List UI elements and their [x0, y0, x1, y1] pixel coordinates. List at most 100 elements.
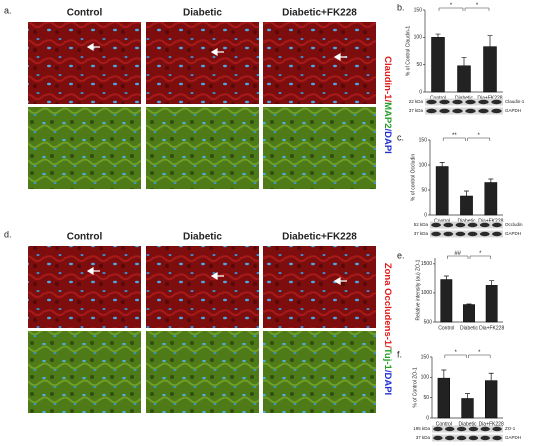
error-bar: [464, 190, 469, 196]
significance-bracket: [467, 137, 491, 141]
column-header: Diabetic: [183, 232, 222, 243]
blot-protein: GAPDH: [505, 435, 521, 440]
y-axis-label: % of Control ZO-1: [412, 367, 418, 408]
blot-band: [479, 222, 490, 228]
significance-bracket: [444, 354, 467, 358]
column-header: Control: [67, 232, 103, 243]
micrograph: [263, 331, 376, 413]
column-header: Diabetic: [183, 8, 222, 19]
significance-bracket: [469, 255, 491, 259]
blot-band: [452, 108, 463, 114]
y-axis-label: % of Control Claudin-1: [405, 26, 411, 77]
blot-size: 52 kDa: [414, 222, 429, 227]
blot-band: [478, 99, 489, 105]
blot-band: [426, 108, 437, 114]
stain-part: /DAPI: [382, 370, 393, 395]
y-tick-label: 150: [414, 7, 423, 13]
bar: [485, 380, 498, 419]
micrograph: [28, 246, 141, 328]
panel-label: c.: [397, 132, 404, 142]
error-bar: [487, 35, 493, 47]
y-tick-label: 0: [424, 212, 427, 218]
significance-bracket: [468, 354, 491, 358]
x-tick-label: Diabetic: [460, 325, 479, 331]
blot-size: 22 kDa: [409, 99, 424, 104]
x-tick-label: Diabetic: [458, 421, 477, 427]
blot-band: [491, 108, 502, 114]
y-tick-label: 150: [419, 137, 428, 143]
blot-band: [480, 426, 490, 432]
stain-part: Zona Occludens-1: [382, 263, 393, 346]
error-bar: [441, 369, 447, 379]
blot-size: 195 kDa: [413, 426, 430, 431]
blot-band: [431, 231, 441, 237]
stain-label: Claudin-1/MAP2/DAPI: [382, 56, 393, 154]
significance-label: **: [452, 133, 457, 139]
bar: [463, 304, 475, 323]
blot-band: [467, 231, 478, 237]
error-bar: [488, 178, 494, 183]
y-tick-label: 50: [416, 62, 422, 68]
blot-protein: GAPDH: [505, 231, 521, 236]
error-bar: [439, 162, 445, 167]
blot-band: [492, 435, 502, 441]
arrow: [333, 276, 347, 286]
significance-label: *: [476, 3, 479, 9]
stain-part: MAP2: [382, 102, 393, 128]
x-tick-label: Control: [434, 218, 450, 224]
blot-protein: ZO-1: [505, 426, 516, 431]
blot-band: [465, 99, 476, 105]
stain-part: Claudin-1: [382, 56, 393, 100]
y-tick-label: 1500: [421, 261, 432, 267]
bar: [457, 65, 471, 93]
blot-strip: [430, 230, 503, 238]
micrograph: [263, 246, 376, 328]
micrograph: [146, 22, 259, 104]
x-tick-label: Dia+FK228: [478, 218, 503, 224]
significance-bracket: [438, 7, 464, 11]
blot-band: [456, 435, 467, 441]
x-tick-label: Dia+FK228: [477, 95, 502, 101]
y-tick-label: 100: [414, 35, 423, 41]
arrow: [86, 42, 100, 52]
y-tick-label: 0: [426, 415, 429, 421]
bar: [435, 166, 449, 216]
blot-band: [443, 222, 454, 228]
bar: [440, 279, 453, 323]
blot-size: 37 kDa: [409, 108, 424, 113]
micrograph: [146, 331, 259, 413]
micrograph: [146, 246, 259, 328]
blot-protein: Claudin-1: [505, 99, 525, 104]
micrograph: [28, 22, 141, 104]
arrow: [210, 47, 224, 57]
arrow: [333, 52, 347, 62]
x-tick-label: Diabetic: [457, 218, 476, 224]
blot-band: [452, 99, 463, 105]
blot-band: [445, 426, 455, 432]
blot-band: [479, 231, 490, 237]
x-tick-label: Control: [438, 325, 454, 331]
error-bar: [461, 57, 467, 66]
y-tick-label: 0: [419, 89, 422, 95]
y-tick-label: 500: [424, 319, 433, 325]
blot-band: [443, 231, 454, 237]
error-bar: [466, 303, 472, 305]
arrow: [210, 271, 224, 281]
bar: [485, 285, 498, 323]
x-tick-label: Dia+FK228: [479, 421, 504, 427]
micrograph: [263, 22, 376, 104]
blot-strip: [425, 98, 503, 106]
micrograph: [146, 107, 259, 189]
x-tick-label: Control: [430, 95, 446, 101]
stain-part: /: [382, 99, 393, 102]
significance-bracket: [464, 7, 490, 11]
blot-size: 37 kDa: [416, 435, 431, 440]
blot-band: [468, 435, 479, 441]
significance-label: *: [478, 350, 481, 356]
bar: [437, 377, 450, 419]
bar: [461, 398, 474, 419]
blot-band: [439, 108, 450, 114]
micrograph: [28, 107, 141, 189]
blot-band: [465, 108, 476, 114]
panel-label: e.: [397, 250, 405, 260]
